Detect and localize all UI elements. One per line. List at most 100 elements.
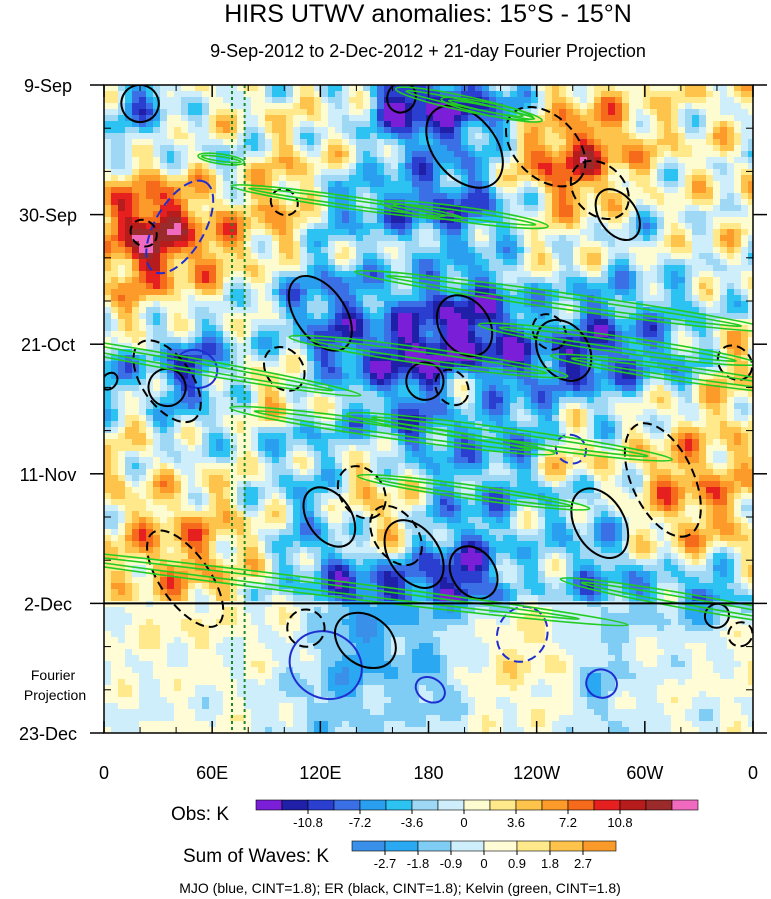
heatmap-cell (419, 103, 427, 110)
heatmap-cell (244, 211, 252, 218)
heatmap-cell (713, 163, 721, 170)
heatmap-cell (118, 391, 126, 398)
heatmap-cell (118, 307, 126, 314)
heatmap-cell (258, 253, 266, 260)
heatmap-cell (125, 289, 133, 296)
heatmap-cell (195, 169, 203, 176)
heatmap-cell (426, 121, 434, 128)
heatmap-cell (216, 253, 224, 260)
heatmap-cell (314, 403, 322, 410)
heatmap-cell (202, 229, 210, 236)
heatmap-cell (111, 133, 119, 140)
heatmap-cell (636, 169, 644, 176)
heatmap-cell (622, 187, 630, 194)
heatmap-cell (272, 169, 280, 176)
heatmap-cell (370, 361, 378, 368)
heatmap-cell (727, 241, 735, 248)
heatmap-cell (510, 319, 518, 326)
heatmap-cell (587, 337, 595, 344)
heatmap-cell (713, 157, 721, 164)
heatmap-cell (258, 211, 266, 218)
heatmap-cell (111, 223, 119, 230)
heatmap-cell (615, 97, 623, 104)
heatmap-cell (482, 151, 490, 158)
heatmap-cell (447, 169, 455, 176)
heatmap-cell (587, 343, 595, 350)
heatmap-cell (650, 283, 658, 290)
heatmap-cell (293, 313, 301, 320)
heatmap-cell (167, 277, 175, 284)
heatmap-cell (608, 139, 616, 146)
heatmap-cell (566, 397, 574, 404)
heatmap-cell (531, 235, 539, 242)
heatmap-cell (174, 319, 182, 326)
heatmap-cell (272, 151, 280, 158)
heatmap-cell (664, 289, 672, 296)
heatmap-cell (153, 259, 161, 266)
heatmap-cell (587, 367, 595, 374)
heatmap-cell (167, 337, 175, 344)
heatmap-cell (160, 397, 168, 404)
heatmap-cell (426, 181, 434, 188)
heatmap-cell (545, 283, 553, 290)
heatmap-cell (440, 271, 448, 278)
heatmap-cell (720, 175, 728, 182)
heatmap-cell (307, 295, 315, 302)
heatmap-cell (734, 397, 742, 404)
heatmap-cell (643, 307, 651, 314)
heatmap-cell (671, 169, 679, 176)
heatmap-cell (356, 361, 364, 368)
heatmap-cell (426, 205, 434, 212)
heatmap-cell (454, 193, 462, 200)
heatmap-cell (265, 265, 273, 272)
heatmap-cell (272, 127, 280, 134)
heatmap-cell (167, 373, 175, 380)
heatmap-cell (307, 307, 315, 314)
heatmap-cell (335, 211, 343, 218)
heatmap-cell (594, 253, 602, 260)
heatmap-cell (629, 181, 637, 188)
heatmap-cell (650, 385, 658, 392)
heatmap-cell (440, 307, 448, 314)
heatmap-cell (132, 181, 140, 188)
heatmap-cell (622, 229, 630, 236)
heatmap-cell (580, 169, 588, 176)
heatmap-cell (160, 199, 168, 206)
heatmap-cell (258, 355, 266, 362)
heatmap-cell (272, 103, 280, 110)
heatmap-cell (587, 175, 595, 182)
heatmap-cell (706, 205, 714, 212)
heatmap-cell (608, 265, 616, 272)
heatmap-cell (286, 241, 294, 248)
heatmap-cell (153, 397, 161, 404)
heatmap-cell (125, 145, 133, 152)
heatmap-cell (272, 85, 280, 92)
heatmap-cell (279, 133, 287, 140)
heatmap-cell (167, 265, 175, 272)
heatmap-cell (132, 91, 140, 98)
heatmap-cell (461, 319, 469, 326)
heatmap-cell (587, 199, 595, 206)
heatmap-cell (237, 199, 245, 206)
heatmap-cell (237, 259, 245, 266)
heatmap-cell (146, 163, 154, 170)
heatmap-cell (734, 379, 742, 386)
heatmap-cell (139, 355, 147, 362)
heatmap-cell (664, 367, 672, 374)
heatmap-cell (615, 205, 623, 212)
heatmap-cell (433, 235, 441, 242)
heatmap-cell (636, 241, 644, 248)
heatmap-cell (146, 151, 154, 158)
heatmap-cell (293, 91, 301, 98)
heatmap-cell (671, 163, 679, 170)
heatmap-cell (384, 127, 392, 134)
heatmap-cell (566, 271, 574, 278)
heatmap-cell (664, 181, 672, 188)
heatmap-cell (104, 199, 112, 206)
heatmap-cell (209, 133, 217, 140)
heatmap-cell (580, 253, 588, 260)
heatmap-cell (125, 133, 133, 140)
heatmap-cell (748, 349, 753, 356)
heatmap-cell (160, 265, 168, 272)
heatmap-cell (552, 223, 560, 230)
